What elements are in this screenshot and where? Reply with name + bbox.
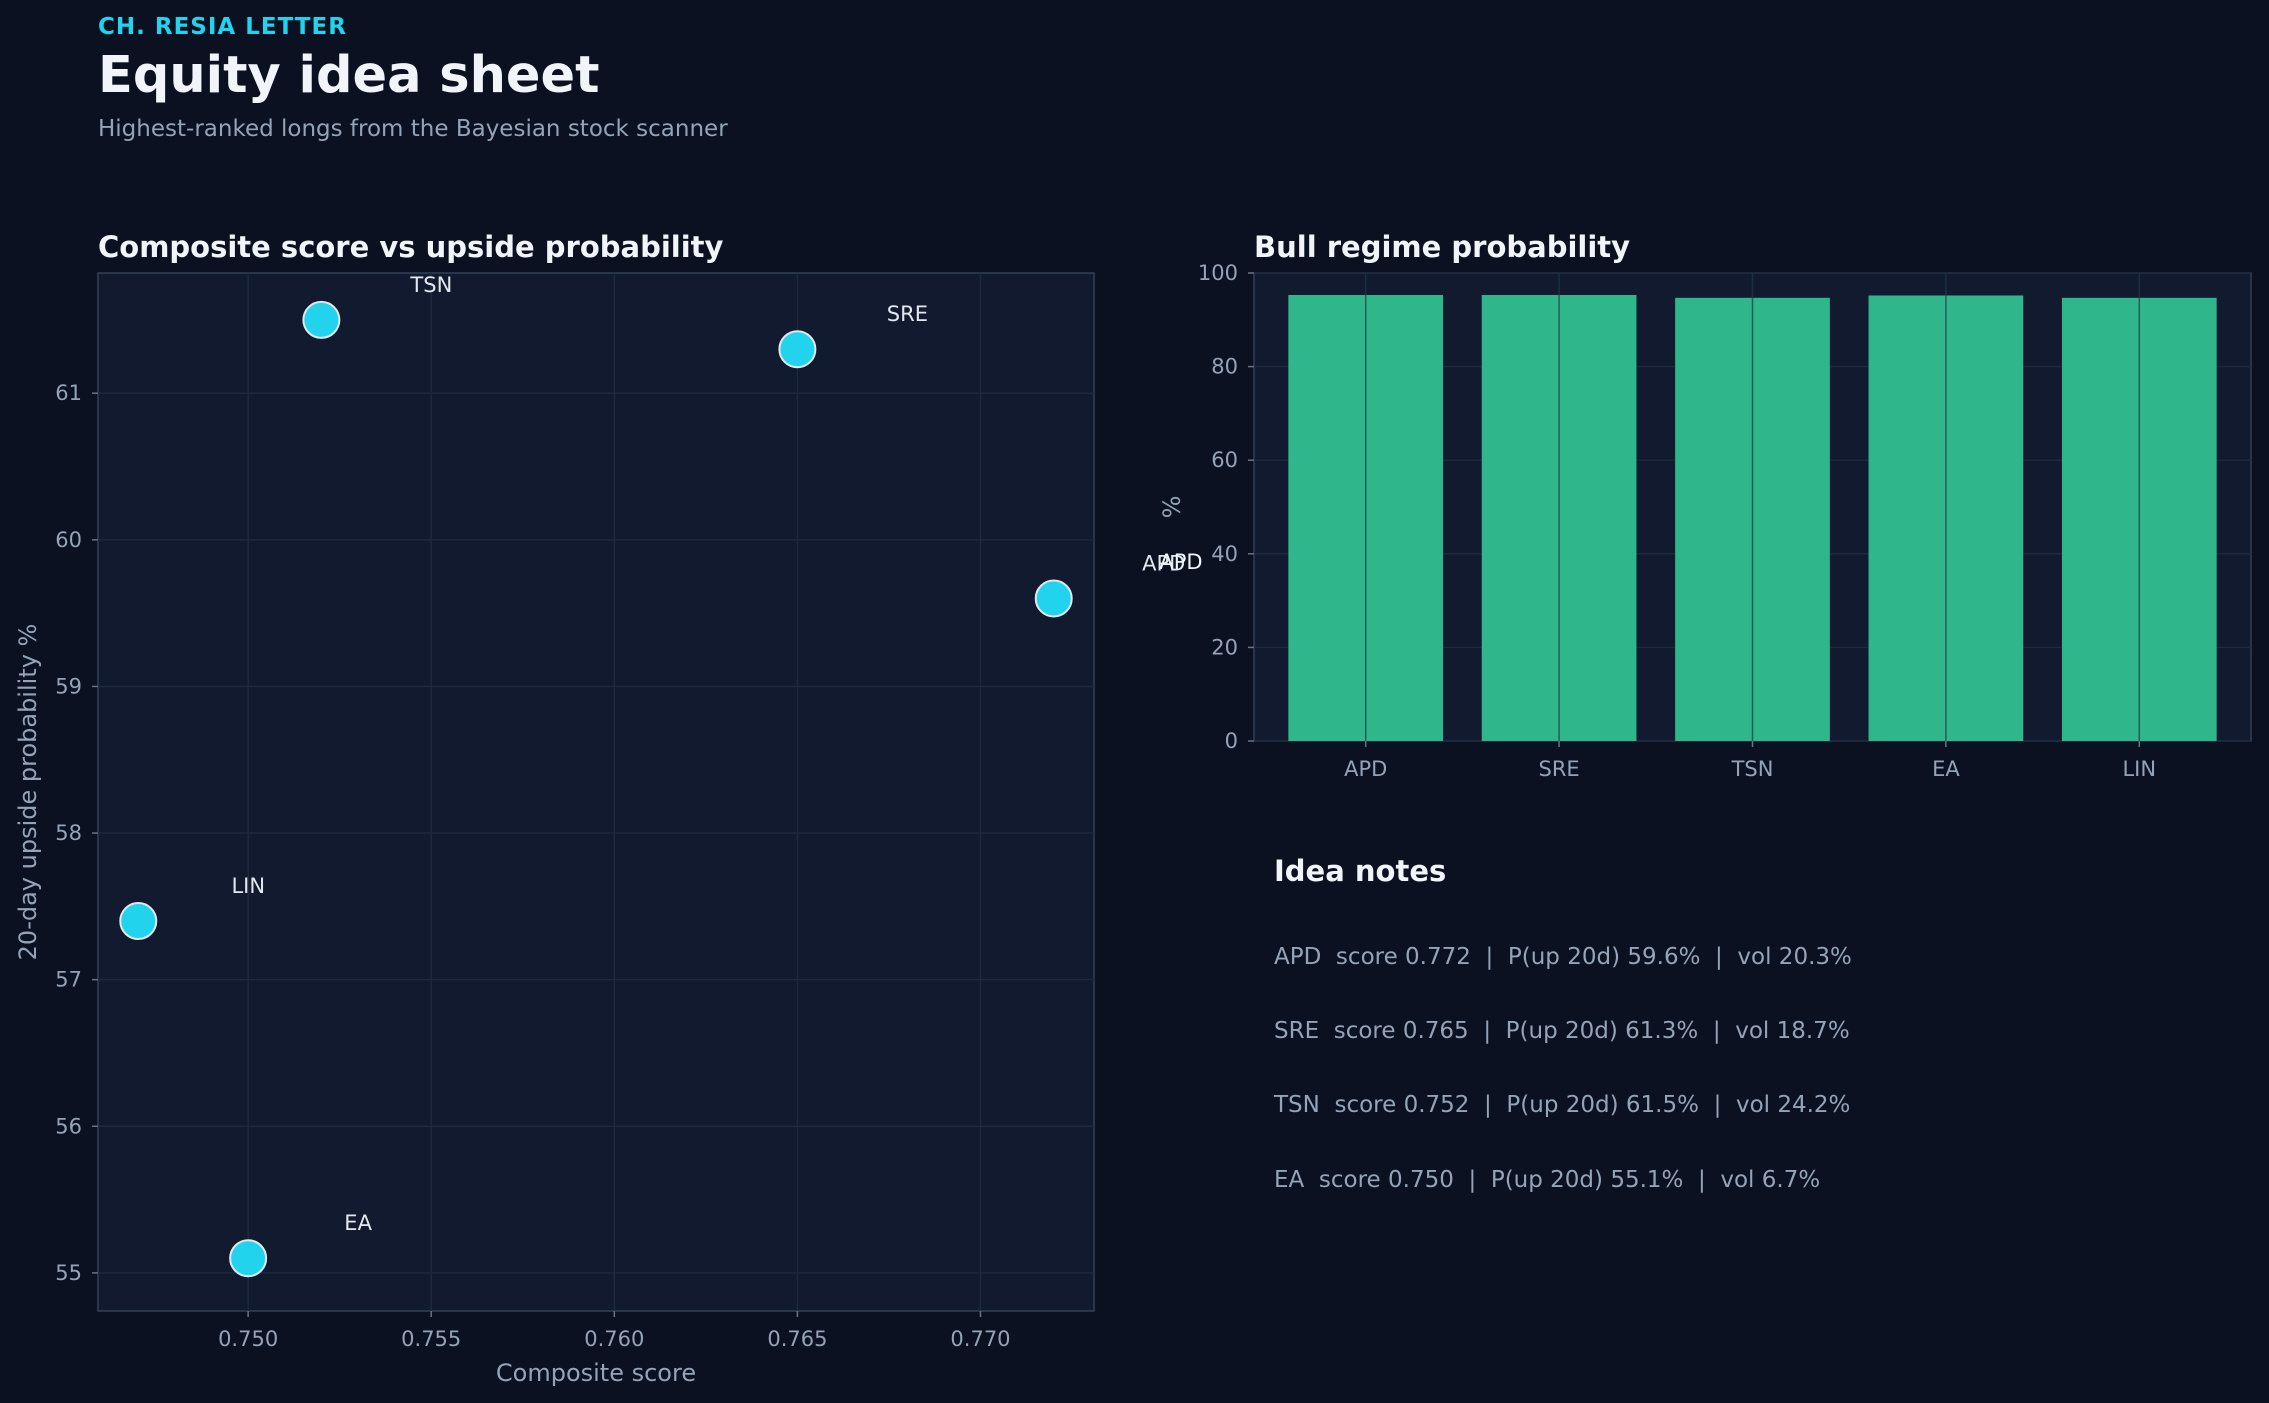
scatter-ytick-label: 59 [55, 674, 82, 698]
scatter-xtick-label: 0.755 [401, 1327, 461, 1351]
note-item-ea: EA score 0.750 | P(up 20d) 55.1% | vol 6… [1274, 1167, 1821, 1193]
bar-chart-title: Bull regime probability [1254, 230, 1631, 264]
bar-ytick-label: 80 [1211, 355, 1238, 379]
scatter-title: Composite score vs upside probability [98, 230, 724, 264]
note-item-tsn: TSN score 0.752 | P(up 20d) 61.5% | vol … [1274, 1092, 1851, 1118]
scatter-ytick-label: 58 [55, 821, 82, 845]
bar-y-axis-label: % [1158, 496, 1186, 519]
scatter-point-label: APD [1142, 551, 1185, 575]
bar-xtick-label: TSN [1731, 757, 1774, 781]
scatter-ytick-label: 56 [55, 1114, 82, 1138]
bar-xtick-label: APD [1344, 757, 1387, 781]
bar-xtick-label: LIN [2122, 757, 2156, 781]
scatter-x-axis-label: Composite score [496, 1359, 696, 1387]
bar-xtick-label: SRE [1538, 757, 1579, 781]
scatter-point [229, 1239, 268, 1278]
kicker-label: CH. RESIA LETTER [98, 14, 347, 40]
bar-stray-label: APD [1159, 550, 1202, 574]
scatter-point-label: EA [344, 1211, 372, 1235]
scatter-point-label: SRE [887, 302, 928, 326]
bar-xtick-label: EA [1932, 757, 1960, 781]
bar-ytick-label: 40 [1211, 542, 1238, 566]
scatter-point [1034, 579, 1073, 618]
scatter-ytick-label: 55 [55, 1261, 82, 1285]
scatter-plot-area [97, 272, 1095, 1312]
scatter-xtick-label: 0.760 [584, 1327, 644, 1351]
notes-title: Idea notes [1274, 854, 1447, 888]
scatter-point [778, 330, 817, 369]
scatter-point-label: TSN [409, 273, 452, 297]
scatter-xtick-label: 0.750 [218, 1327, 278, 1351]
bar-ytick-label: 60 [1211, 448, 1238, 472]
note-item-apd: APD score 0.772 | P(up 20d) 59.6% | vol … [1274, 944, 1852, 970]
scatter-y-axis-label: 20-day upside probability % [14, 624, 42, 961]
scatter-point-label: LIN [231, 874, 265, 898]
scatter-xtick-label: 0.770 [950, 1327, 1010, 1351]
scatter-xtick-label: 0.765 [767, 1327, 827, 1351]
bar-ytick-label: 100 [1198, 261, 1238, 285]
bar-ytick-label: 20 [1211, 635, 1238, 659]
scatter-ytick-label: 60 [55, 528, 82, 552]
scatter-point [302, 300, 341, 339]
page-title: Equity idea sheet [98, 46, 600, 105]
bar-ytick-label: 0 [1225, 729, 1238, 753]
scatter-point [119, 902, 158, 941]
scatter-ytick-label: 57 [55, 968, 82, 992]
scatter-ytick-label: 61 [55, 381, 82, 405]
note-item-sre: SRE score 0.765 | P(up 20d) 61.3% | vol … [1274, 1018, 1850, 1044]
page-subtitle: Highest-ranked longs from the Bayesian s… [98, 116, 728, 142]
